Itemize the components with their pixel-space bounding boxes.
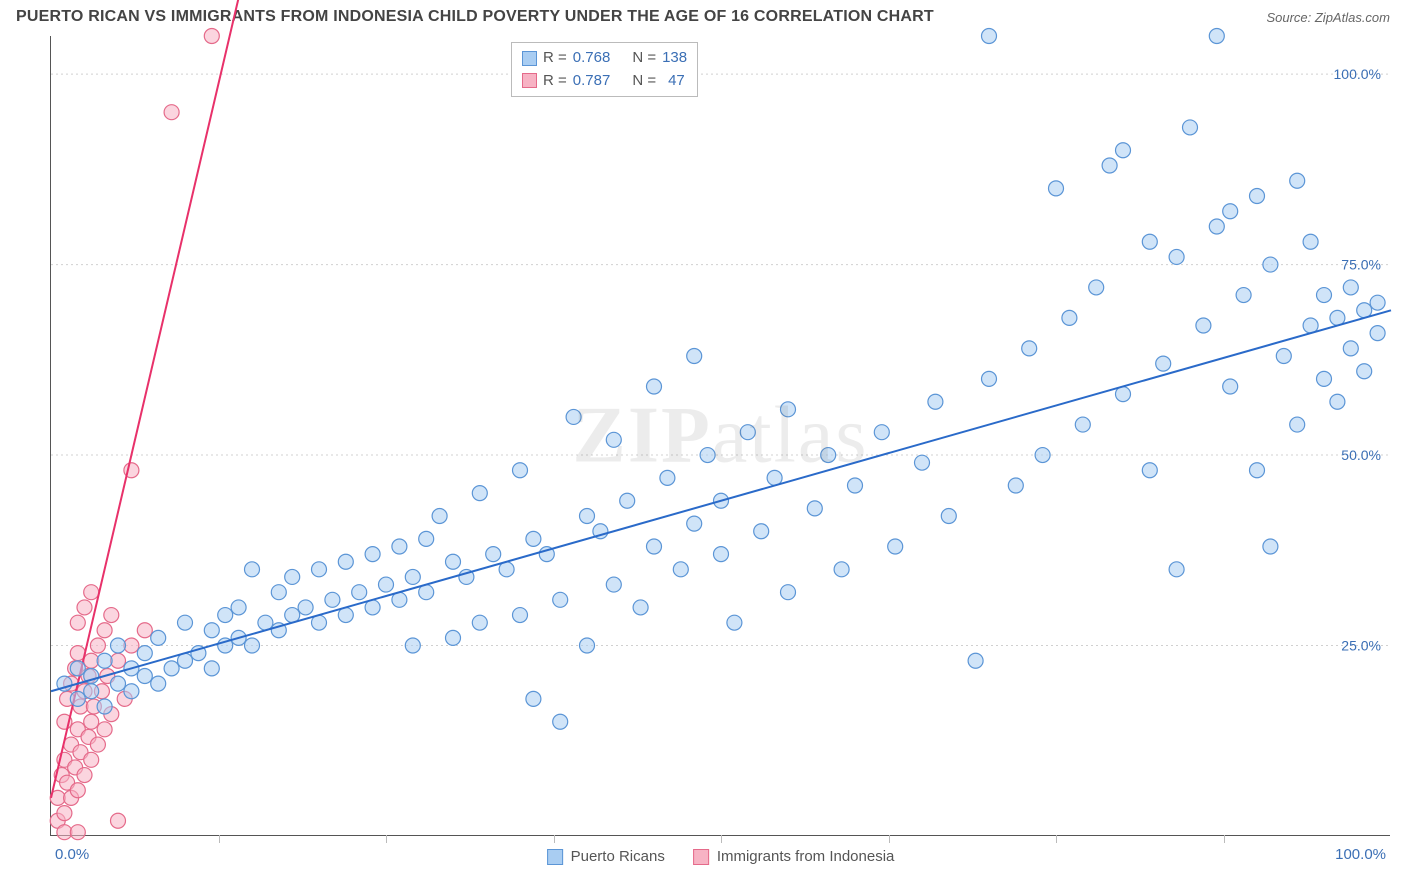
stats-n-value-1: 138 <box>662 47 687 70</box>
stats-r-value-2: 0.787 <box>573 70 611 93</box>
legend-label-1: Puerto Ricans <box>571 848 665 865</box>
plot-area: 25.0%50.0%75.0%100.0% ZIPatlas R = 0.768… <box>50 36 1390 836</box>
legend-swatch-2 <box>693 849 709 865</box>
swatch-series1 <box>522 51 537 66</box>
stats-row-series1: R = 0.768 N = 138 <box>522 47 687 70</box>
scatter-svg: 25.0% 50.0% 75.0% 100.0% <box>51 36 1390 835</box>
stats-r-label: R = <box>543 70 567 93</box>
bottom-legend: Puerto Ricans Immigrants from Indonesia <box>547 848 895 865</box>
legend-label-2: Immigrants from Indonesia <box>717 848 895 865</box>
stats-n-label: N = <box>632 70 656 93</box>
chart-container: Child Poverty Under the Age of 16 25.0%5… <box>0 36 1406 856</box>
x-axis-max-label: 100.0% <box>1335 846 1386 863</box>
stats-r-label: R = <box>543 47 567 70</box>
correlation-stats-box: R = 0.768 N = 138 R = 0.787 N = 47 <box>511 42 698 97</box>
stats-n-value-2: 47 <box>662 70 685 93</box>
source-value: ZipAtlas.com <box>1315 10 1390 25</box>
legend-swatch-1 <box>547 849 563 865</box>
legend-item-2: Immigrants from Indonesia <box>693 848 895 865</box>
swatch-series2 <box>522 73 537 88</box>
stats-n-label: N = <box>632 47 656 70</box>
svg-text:25.0%: 25.0% <box>1341 638 1381 654</box>
x-axis-min-label: 0.0% <box>55 846 89 863</box>
source-attribution: Source: ZipAtlas.com <box>1266 10 1390 25</box>
svg-text:100.0%: 100.0% <box>1334 66 1381 82</box>
legend-item-1: Puerto Ricans <box>547 848 665 865</box>
stats-r-value-1: 0.768 <box>573 47 611 70</box>
source-label: Source: <box>1266 10 1314 25</box>
svg-text:75.0%: 75.0% <box>1341 257 1381 273</box>
chart-title: PUERTO RICAN VS IMMIGRANTS FROM INDONESI… <box>16 8 934 26</box>
stats-row-series2: R = 0.787 N = 47 <box>522 70 687 93</box>
svg-text:50.0%: 50.0% <box>1341 447 1381 463</box>
